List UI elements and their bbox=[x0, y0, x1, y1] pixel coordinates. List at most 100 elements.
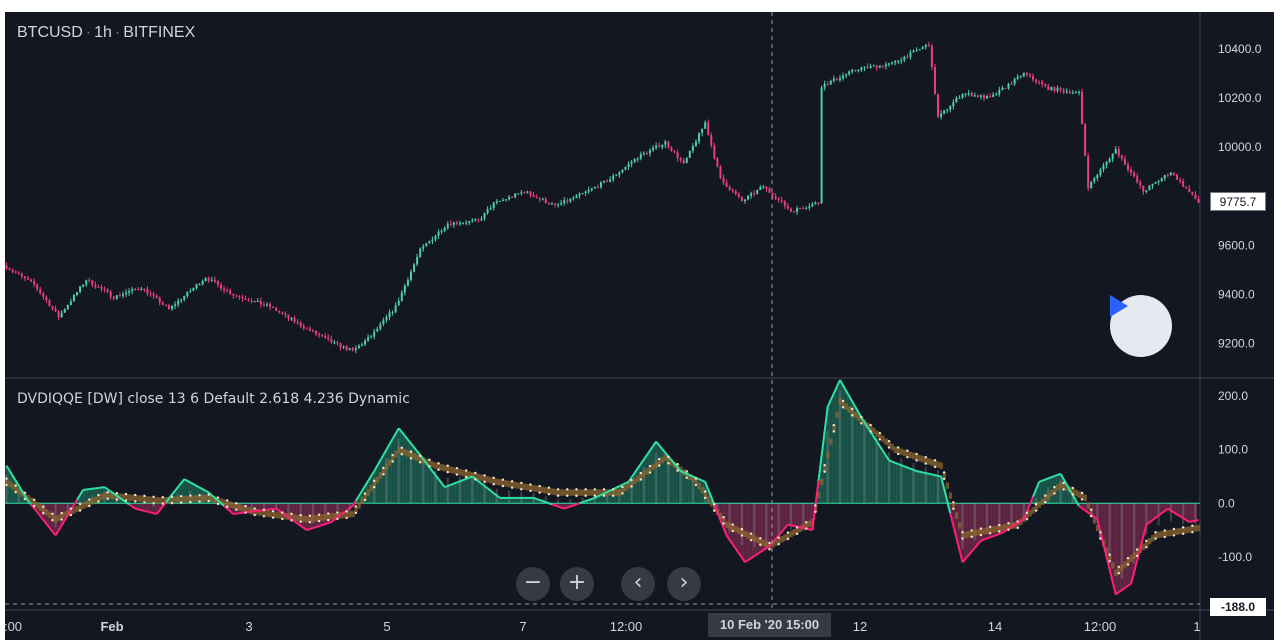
trigger-dot bbox=[363, 492, 367, 495]
symbol-header[interactable]: BTCUSD · 1h · BITFINEX bbox=[17, 24, 195, 42]
candle-body bbox=[468, 220, 471, 223]
candle-body bbox=[287, 314, 290, 319]
oscillator-fill bbox=[774, 503, 778, 539]
oscillator-line bbox=[894, 461, 899, 465]
candle-body bbox=[667, 141, 670, 148]
histogram-bar bbox=[912, 463, 915, 504]
oscillator-line bbox=[431, 470, 437, 476]
trigger-band bbox=[847, 406, 851, 413]
candle-body bbox=[1169, 172, 1172, 176]
scroll-forward-button[interactable]: › bbox=[667, 567, 701, 601]
oscillator-fill bbox=[1025, 503, 1029, 512]
trigger-band bbox=[133, 494, 138, 502]
trigger-band bbox=[60, 513, 64, 520]
oscillator-fill bbox=[636, 468, 640, 504]
oscillator-fill bbox=[139, 503, 144, 511]
trigger-dot bbox=[851, 407, 854, 411]
trigger-band bbox=[112, 492, 116, 500]
chart-canvas[interactable]: 10400.010200.010000.09600.09400.09200.09… bbox=[5, 12, 1274, 640]
oscillator-fill bbox=[663, 452, 668, 504]
oscillator-fill bbox=[421, 459, 426, 504]
trigger-dot bbox=[69, 507, 73, 510]
trigger-band bbox=[106, 492, 110, 499]
candle-body bbox=[523, 192, 526, 194]
trigger-band bbox=[400, 447, 404, 455]
candle-body bbox=[5, 265, 8, 269]
oscillator-fill bbox=[345, 503, 349, 511]
candle-body bbox=[170, 305, 173, 309]
oscillator-line bbox=[220, 502, 225, 507]
oscillator-fill bbox=[908, 468, 913, 504]
zoom-in-button[interactable]: + bbox=[560, 567, 594, 601]
indicator-title[interactable]: DVDIQQE [DW] close 13 6 Default 2.618 4.… bbox=[17, 391, 410, 407]
histogram-bar bbox=[949, 503, 952, 505]
trigger-band bbox=[332, 512, 337, 520]
histogram-bar bbox=[311, 503, 314, 524]
zoom-out-button[interactable]: − bbox=[516, 567, 550, 601]
oscillator-fill bbox=[381, 455, 386, 504]
candle-body bbox=[437, 231, 440, 236]
oscillator-fill bbox=[789, 503, 793, 526]
candle-body bbox=[529, 191, 532, 195]
trigger-band bbox=[783, 534, 787, 541]
candle-body bbox=[958, 97, 961, 99]
candle-body bbox=[1160, 178, 1163, 182]
trigger-band bbox=[1095, 524, 1100, 532]
candle-body bbox=[324, 335, 327, 338]
trigger-dot bbox=[483, 480, 486, 484]
oscillator-line bbox=[1148, 519, 1154, 524]
trigger-band bbox=[921, 456, 925, 463]
candle-body bbox=[1130, 169, 1133, 173]
candle-body bbox=[707, 122, 710, 135]
oscillator-line bbox=[407, 439, 412, 445]
candle-body bbox=[409, 271, 412, 281]
candle-body bbox=[30, 279, 33, 282]
trigger-dot bbox=[382, 466, 385, 470]
oscillator-fill bbox=[654, 441, 658, 504]
oscillator-fill bbox=[461, 480, 465, 504]
trigger-band bbox=[636, 475, 640, 482]
oscillator-fill bbox=[1126, 503, 1130, 586]
oscillator-line bbox=[1111, 581, 1117, 595]
oscillator-fill bbox=[1080, 503, 1084, 509]
candle-body bbox=[180, 299, 183, 301]
oscillator-line bbox=[1017, 520, 1022, 525]
candle-body bbox=[394, 305, 397, 312]
candle-body bbox=[1102, 165, 1105, 170]
histogram-bar bbox=[986, 503, 989, 535]
candle-body bbox=[299, 322, 302, 327]
replay-play-button[interactable] bbox=[1110, 295, 1172, 357]
candle-body bbox=[1056, 88, 1059, 91]
oscillator-line bbox=[845, 390, 851, 397]
trigger-band bbox=[970, 530, 974, 537]
oscillator-fill bbox=[1071, 495, 1075, 504]
oscillator-fill bbox=[970, 503, 974, 552]
oscillator-fill bbox=[807, 503, 812, 530]
oscillator-fill bbox=[323, 503, 328, 525]
trigger-dot bbox=[290, 512, 293, 516]
oscillator-fill bbox=[795, 503, 799, 527]
candle-body bbox=[743, 199, 746, 202]
trigger-dot bbox=[1191, 524, 1194, 527]
trading-chart[interactable]: 10400.010200.010000.09600.09400.09200.09… bbox=[5, 12, 1274, 640]
candle-body bbox=[229, 290, 232, 294]
trigger-band bbox=[1157, 531, 1161, 539]
trigger-band bbox=[363, 493, 367, 501]
play-icon bbox=[1110, 295, 1128, 317]
candle-body bbox=[701, 128, 704, 133]
oscillator-fill bbox=[927, 473, 931, 504]
trigger-band bbox=[942, 472, 946, 479]
trigger-band bbox=[804, 522, 809, 529]
oscillator-line bbox=[147, 510, 151, 514]
trigger-dot bbox=[88, 498, 91, 501]
trigger-band bbox=[654, 461, 658, 468]
candle-body bbox=[618, 172, 621, 175]
candle-body bbox=[333, 342, 336, 344]
oscillator-fill bbox=[176, 486, 180, 504]
oscillator-fill bbox=[121, 500, 125, 504]
scroll-back-button[interactable]: ‹ bbox=[621, 567, 655, 601]
trigger-dot bbox=[667, 462, 670, 465]
trigger-dot bbox=[703, 496, 707, 500]
oscillator-line bbox=[569, 504, 574, 508]
trigger-band bbox=[198, 495, 202, 502]
